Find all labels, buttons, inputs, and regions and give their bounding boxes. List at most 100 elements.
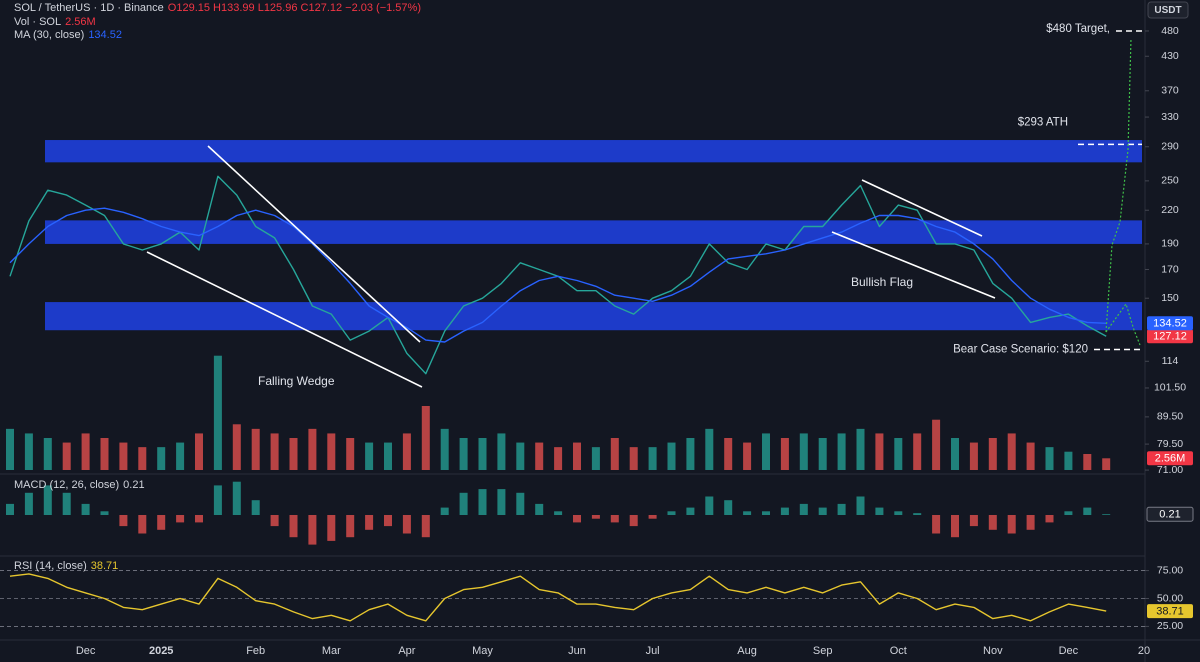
bar <box>780 438 789 470</box>
target-label: $293 ATH <box>1018 116 1068 128</box>
bar <box>402 433 411 470</box>
y-tick-label: 430 <box>1161 50 1179 62</box>
bar <box>648 515 657 519</box>
volume-title: Vol · SOL <box>14 15 62 28</box>
macd-header: MACD (12, 26, close) 0.21 <box>14 479 149 493</box>
bar <box>43 438 52 470</box>
bar <box>554 447 563 470</box>
target-label: Bear Case Scenario: $120 <box>953 344 1088 356</box>
volume-header: Vol · SOL 2.56M <box>14 16 100 30</box>
price-tag-label: 134.52 <box>1153 318 1187 330</box>
bar <box>459 438 468 470</box>
bar <box>1102 458 1111 470</box>
x-tick-label: May <box>472 645 493 657</box>
x-tick-label: Sep <box>813 645 833 657</box>
bar <box>478 438 487 470</box>
bar <box>875 507 884 515</box>
bar <box>762 511 770 515</box>
price-tag <box>1146 506 1194 522</box>
bar <box>629 447 638 470</box>
bar <box>440 428 449 470</box>
flag-lower <box>831 231 996 299</box>
bar <box>1083 507 1092 515</box>
bar <box>100 511 109 515</box>
bar <box>856 496 865 515</box>
bar <box>157 447 166 470</box>
bar <box>421 406 430 470</box>
bar <box>667 442 676 470</box>
bar <box>251 428 260 470</box>
bar <box>270 433 279 470</box>
x-tick-label: Mar <box>322 645 341 657</box>
bar <box>308 428 317 470</box>
series-line <box>9 207 1107 343</box>
macd-value: 0.21 <box>123 479 145 491</box>
x-tick-label: Oct <box>890 645 907 657</box>
bar <box>799 503 808 515</box>
wedge-upper <box>207 145 421 343</box>
volume-value: 2.56M <box>65 15 96 28</box>
x-tick-label: 2025 <box>149 645 173 657</box>
price-tag-label: 127.12 <box>1153 331 1187 343</box>
x-tick-label: Jul <box>646 645 660 657</box>
bar <box>384 442 392 470</box>
bar <box>535 442 544 470</box>
bar <box>516 492 525 515</box>
bar <box>459 492 468 515</box>
bar <box>138 515 147 534</box>
trend-lines <box>146 145 996 388</box>
bar <box>743 442 752 470</box>
plot-layer: Dec 2025 Feb Mar Apr May Jun Jul Aug Sep Oct Nov Dec… <box>0 23 1194 657</box>
bar <box>24 492 33 515</box>
bar <box>610 438 619 470</box>
price-tag <box>1147 329 1193 344</box>
bar <box>818 507 827 515</box>
bar <box>705 496 714 515</box>
bar <box>478 489 487 515</box>
y-tick-label: 75.00 <box>1157 564 1183 576</box>
y-tick-label: 25.00 <box>1157 620 1183 632</box>
bar <box>43 485 52 515</box>
bar <box>138 447 147 470</box>
bar <box>100 438 109 470</box>
bar <box>195 515 203 523</box>
bar <box>119 515 128 527</box>
y-tick-label: 71.00 <box>1157 464 1183 476</box>
wedge-lower <box>146 251 423 388</box>
bar <box>818 438 827 470</box>
bar <box>932 515 941 534</box>
x-tick-label: Dec <box>1059 645 1079 657</box>
bar <box>1026 442 1035 470</box>
bar <box>913 433 922 470</box>
rsi-title: RSI (14, close) <box>14 560 87 572</box>
bar <box>591 447 600 470</box>
bar <box>932 419 941 470</box>
series-line <box>9 573 1107 622</box>
ma-header: MA (30, close) 134.52 <box>14 29 126 43</box>
y-tick-label: 89.50 <box>1157 411 1183 423</box>
bar <box>232 424 241 470</box>
bar <box>402 515 411 534</box>
price-tag-label: 2.56M <box>1155 453 1186 465</box>
bar <box>346 438 355 470</box>
bar <box>497 433 506 470</box>
bar <box>573 442 581 470</box>
symbol-title: SOL / TetherUS · 1D · Binance <box>14 2 164 14</box>
bar <box>421 515 430 538</box>
bar <box>516 442 525 470</box>
bar <box>894 511 903 515</box>
price-tag <box>1147 451 1193 466</box>
currency-label[interactable]: USDT <box>1154 5 1181 16</box>
bar <box>6 503 14 515</box>
bar <box>724 438 733 470</box>
bar <box>988 438 997 470</box>
y-tick-label: 220 <box>1161 204 1179 216</box>
currency-button[interactable] <box>1147 1 1189 19</box>
bar <box>1064 511 1073 515</box>
y-tick-label: 250 <box>1161 175 1179 187</box>
y-tick-label: 330 <box>1161 111 1179 123</box>
bar <box>308 515 317 545</box>
target-label: $480 Target, <box>1046 23 1110 35</box>
price-tag <box>1147 604 1193 619</box>
